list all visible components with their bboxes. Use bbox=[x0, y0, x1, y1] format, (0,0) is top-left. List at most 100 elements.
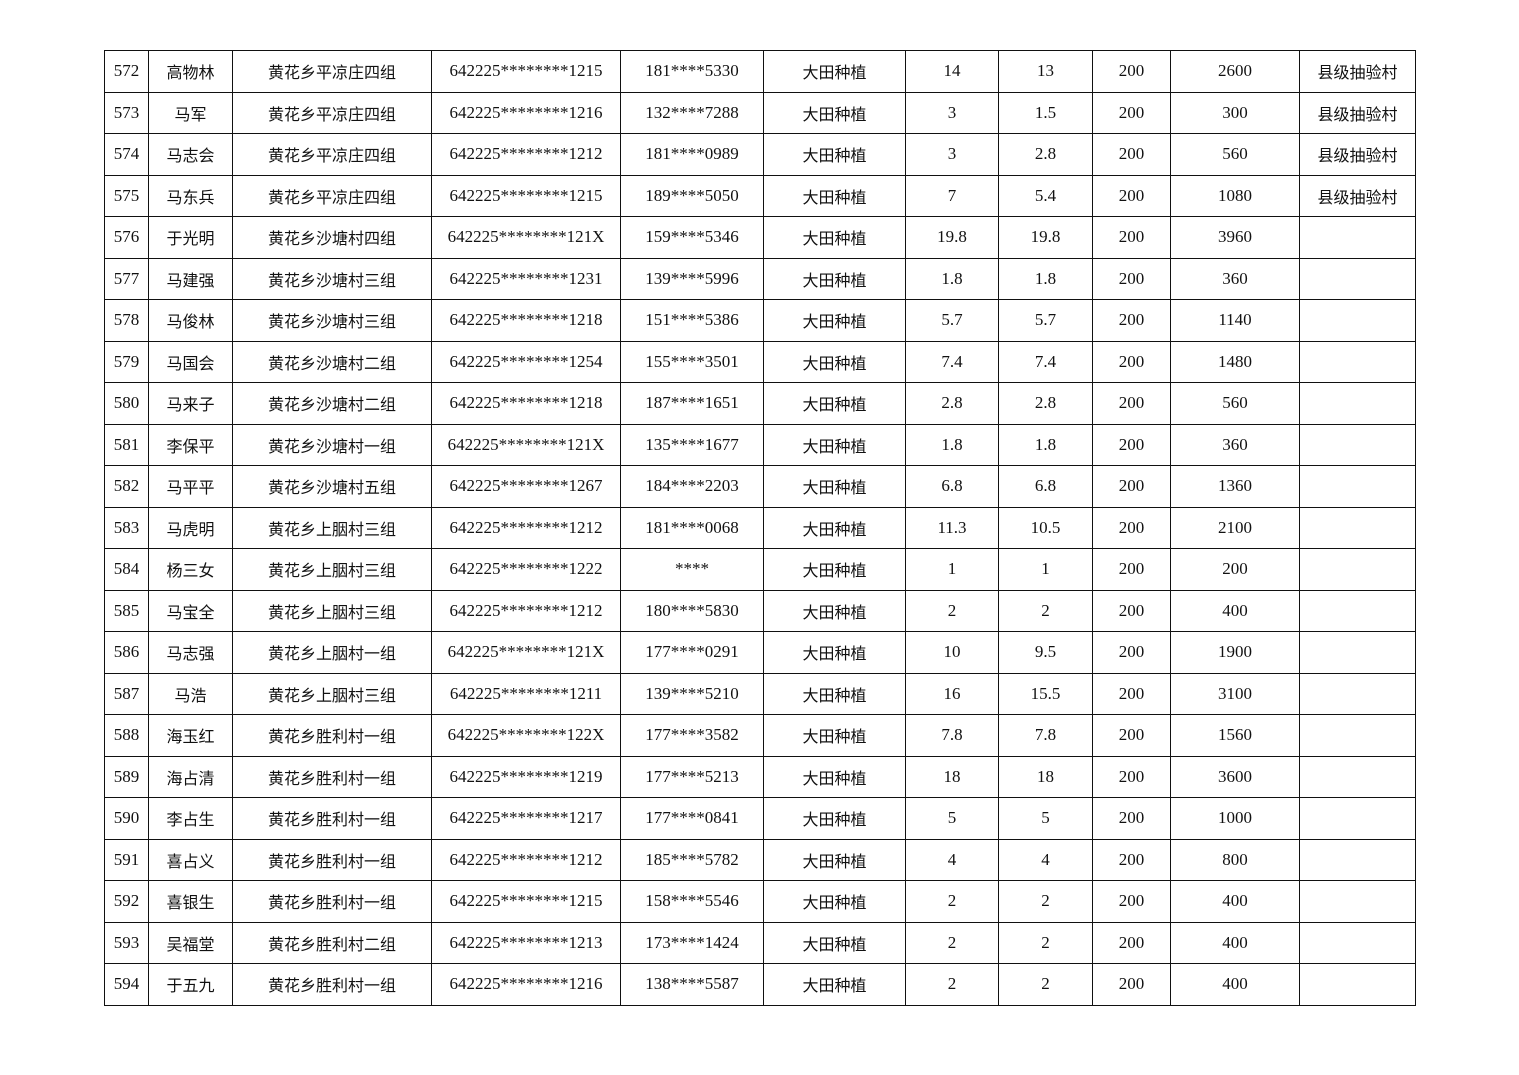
cell-area-declared: 1.8 bbox=[905, 423, 999, 466]
cell-id-number: 642225********1219 bbox=[431, 755, 621, 798]
cell-name: 马国会 bbox=[148, 340, 233, 383]
cell-remark bbox=[1299, 963, 1416, 1006]
cell-phone: 185****5782 bbox=[620, 838, 764, 881]
cell-row-number: 572 bbox=[104, 50, 149, 93]
cell-name: 于光明 bbox=[148, 216, 233, 259]
cell-subsidy-amount: 1900 bbox=[1170, 631, 1300, 674]
cell-name: 马俊林 bbox=[148, 299, 233, 342]
cell-phone: 139****5996 bbox=[620, 257, 764, 300]
cell-row-number: 580 bbox=[104, 382, 149, 425]
cell-subsidy-rate: 200 bbox=[1092, 91, 1171, 134]
cell-phone: 158****5546 bbox=[620, 880, 764, 923]
table-row: 582 马平平 黄花乡沙塘村五组 642225********1267 184****2… bbox=[104, 465, 1416, 508]
cell-area-declared: 3 bbox=[905, 91, 999, 134]
cell-area-declared: 2 bbox=[905, 963, 999, 1006]
cell-subsidy-amount: 360 bbox=[1170, 423, 1300, 466]
cell-area-declared: 7 bbox=[905, 174, 999, 217]
cell-area-verified: 9.5 bbox=[998, 631, 1093, 674]
cell-address: 黄花乡沙塘村五组 bbox=[232, 465, 432, 508]
cell-address: 黄花乡胜利村一组 bbox=[232, 797, 432, 840]
cell-subsidy-amount: 300 bbox=[1170, 91, 1300, 134]
cell-remark bbox=[1299, 880, 1416, 923]
cell-remark bbox=[1299, 216, 1416, 259]
cell-planting-type: 大田种植 bbox=[763, 340, 906, 383]
cell-area-declared: 10 bbox=[905, 631, 999, 674]
cell-area-verified: 1.8 bbox=[998, 423, 1093, 466]
cell-row-number: 579 bbox=[104, 340, 149, 383]
table-row: 592 喜银生 黄花乡胜利村一组 642225********1215 158****5… bbox=[104, 880, 1416, 923]
cell-id-number: 642225********121X bbox=[431, 216, 621, 259]
cell-subsidy-rate: 200 bbox=[1092, 257, 1171, 300]
cell-planting-type: 大田种植 bbox=[763, 465, 906, 508]
cell-id-number: 642225********1212 bbox=[431, 133, 621, 176]
cell-address: 黄花乡平凉庄四组 bbox=[232, 50, 432, 93]
cell-id-number: 642225********1216 bbox=[431, 963, 621, 1006]
cell-area-verified: 7.8 bbox=[998, 714, 1093, 757]
cell-area-declared: 7.4 bbox=[905, 340, 999, 383]
cell-id-number: 642225********1212 bbox=[431, 589, 621, 632]
cell-phone: 177****0291 bbox=[620, 631, 764, 674]
cell-remark bbox=[1299, 921, 1416, 964]
cell-address: 黄花乡胜利村一组 bbox=[232, 755, 432, 798]
cell-phone: 177****5213 bbox=[620, 755, 764, 798]
cell-planting-type: 大田种植 bbox=[763, 382, 906, 425]
cell-subsidy-rate: 200 bbox=[1092, 797, 1171, 840]
table-row: 576 于光明 黄花乡沙塘村四组 642225********121X 159****5… bbox=[104, 216, 1416, 259]
cell-row-number: 573 bbox=[104, 91, 149, 134]
cell-name: 马建强 bbox=[148, 257, 233, 300]
cell-id-number: 642225********121X bbox=[431, 423, 621, 466]
cell-address: 黄花乡沙塘村四组 bbox=[232, 216, 432, 259]
cell-phone: 189****5050 bbox=[620, 174, 764, 217]
cell-remark bbox=[1299, 797, 1416, 840]
cell-subsidy-amount: 1560 bbox=[1170, 714, 1300, 757]
cell-area-declared: 14 bbox=[905, 50, 999, 93]
cell-area-verified: 18 bbox=[998, 755, 1093, 798]
cell-planting-type: 大田种植 bbox=[763, 755, 906, 798]
cell-area-declared: 1.8 bbox=[905, 257, 999, 300]
cell-address: 黄花乡沙塘村二组 bbox=[232, 382, 432, 425]
cell-phone: 139****5210 bbox=[620, 672, 764, 715]
cell-subsidy-amount: 400 bbox=[1170, 921, 1300, 964]
table-row: 581 李保平 黄花乡沙塘村一组 642225********121X 135****1… bbox=[104, 423, 1416, 466]
table-row: 586 马志强 黄花乡上胭村一组 642225********121X 177****0… bbox=[104, 631, 1416, 674]
cell-area-declared: 19.8 bbox=[905, 216, 999, 259]
table-row: 585 马宝全 黄花乡上胭村三组 642225********1212 180****5… bbox=[104, 589, 1416, 632]
cell-subsidy-rate: 200 bbox=[1092, 755, 1171, 798]
cell-subsidy-rate: 200 bbox=[1092, 880, 1171, 923]
cell-planting-type: 大田种植 bbox=[763, 589, 906, 632]
cell-row-number: 587 bbox=[104, 672, 149, 715]
cell-planting-type: 大田种植 bbox=[763, 423, 906, 466]
cell-subsidy-rate: 200 bbox=[1092, 340, 1171, 383]
cell-remark bbox=[1299, 589, 1416, 632]
table-row: 590 李占生 黄花乡胜利村一组 642225********1217 177****0… bbox=[104, 797, 1416, 840]
cell-subsidy-rate: 200 bbox=[1092, 838, 1171, 881]
cell-row-number: 583 bbox=[104, 506, 149, 549]
cell-subsidy-amount: 1140 bbox=[1170, 299, 1300, 342]
cell-address: 黄花乡胜利村一组 bbox=[232, 880, 432, 923]
cell-phone: 132****7288 bbox=[620, 91, 764, 134]
table-row: 578 马俊林 黄花乡沙塘村三组 642225********1218 151****5… bbox=[104, 299, 1416, 342]
cell-planting-type: 大田种植 bbox=[763, 133, 906, 176]
cell-area-verified: 19.8 bbox=[998, 216, 1093, 259]
cell-subsidy-rate: 200 bbox=[1092, 921, 1171, 964]
cell-phone: 180****5830 bbox=[620, 589, 764, 632]
table-row: 573 马军 黄花乡平凉庄四组 642225********1216 132****72… bbox=[104, 91, 1416, 134]
cell-area-verified: 15.5 bbox=[998, 672, 1093, 715]
cell-area-declared: 16 bbox=[905, 672, 999, 715]
cell-area-declared: 2 bbox=[905, 589, 999, 632]
cell-address: 黄花乡沙塘村一组 bbox=[232, 423, 432, 466]
cell-phone: 181****0989 bbox=[620, 133, 764, 176]
cell-planting-type: 大田种植 bbox=[763, 216, 906, 259]
cell-remark bbox=[1299, 838, 1416, 881]
cell-area-verified: 1.5 bbox=[998, 91, 1093, 134]
cell-planting-type: 大田种植 bbox=[763, 880, 906, 923]
cell-phone: 173****1424 bbox=[620, 921, 764, 964]
cell-phone: 138****5587 bbox=[620, 963, 764, 1006]
cell-remark bbox=[1299, 672, 1416, 715]
cell-area-verified: 4 bbox=[998, 838, 1093, 881]
cell-area-verified: 6.8 bbox=[998, 465, 1093, 508]
cell-address: 黄花乡上胭村一组 bbox=[232, 631, 432, 674]
cell-id-number: 642225********1216 bbox=[431, 91, 621, 134]
cell-row-number: 590 bbox=[104, 797, 149, 840]
cell-subsidy-amount: 400 bbox=[1170, 963, 1300, 1006]
